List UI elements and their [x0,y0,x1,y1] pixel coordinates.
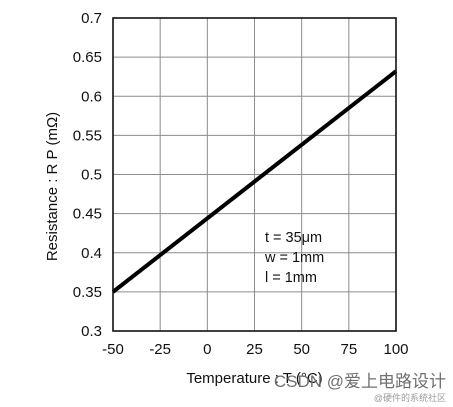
watermark-text: CSDN @爱上电路设计 [274,372,446,391]
y-tick-label: 0.6 [81,88,102,105]
y-tick-label: 0.3 [81,323,102,340]
y-tick-label: 0.35 [73,284,102,301]
annotation-length: l = 1mm [265,270,317,286]
y-tick-label: 0.4 [81,245,102,262]
watermark-small-text: @硬件的系统社区 [374,392,446,403]
tick-labels: -50 -25 0 25 50 75 100 0.3 0.35 0.4 0.45 0.5 0.55 0.6… [73,10,409,358]
x-tick-label: -25 [149,341,171,358]
annotation-box: t = 35μm w = 1mm l = 1mm [264,230,324,286]
series-layer [111,69,398,294]
x-tick-label: 25 [246,341,263,358]
annotation-width: w = 1mm [264,250,324,266]
annotation-thickness: t = 35μm [265,230,322,246]
grid [113,18,396,331]
x-tick-label: 100 [383,341,408,358]
y-axis-title: Resistance : R P (mΩ) [44,112,61,261]
y-tick-label: 0.45 [73,206,102,223]
y-tick-label: 0.55 [73,127,102,144]
y-tick-label: 0.7 [81,10,102,27]
y-tick-label: 0.65 [73,49,102,66]
x-tick-label: 0 [203,341,211,358]
x-tick-label: 75 [340,341,357,358]
x-tick-label: -50 [102,341,124,358]
y-tick-label: 0.5 [81,167,102,184]
x-axis-title: Temperature : T (°C) [186,370,322,387]
x-tick-label: 50 [293,341,310,358]
series-line [111,69,398,294]
plot-frame [112,17,397,332]
